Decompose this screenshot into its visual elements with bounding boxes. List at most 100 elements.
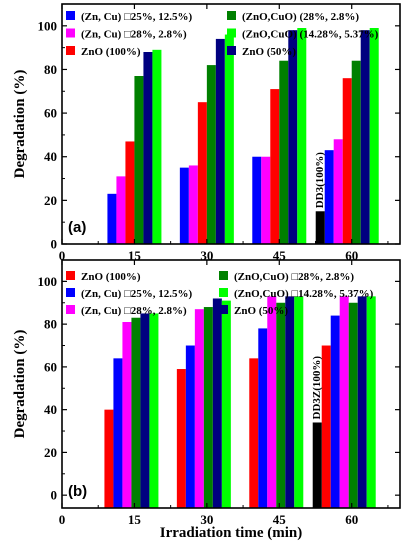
bar: [321, 345, 331, 508]
legend-label: ZnO (100%): [81, 271, 141, 283]
bar: [315, 211, 325, 244]
legend-swatch: [66, 28, 75, 38]
legend-label: ZnO (100%): [81, 46, 141, 58]
bar: [143, 52, 153, 244]
legend-label: (Zn, Cu) □28%, 2.8%): [81, 305, 187, 317]
legend-label: (ZnO,CuO) □14.28%, 5.37%): [234, 288, 374, 300]
bar: [212, 298, 222, 508]
y-tick-label: 80: [44, 317, 57, 332]
bar: [185, 345, 195, 508]
y-axis-label: Degradation (%): [12, 330, 28, 439]
plot-frame: [61, 259, 401, 509]
x-tick-label: 0: [59, 248, 66, 263]
legend-label: (Zn, Cu) □25%, 12.5%): [81, 11, 192, 23]
plot-frame: [61, 3, 401, 245]
bar: [324, 150, 334, 244]
legend-swatch: [227, 11, 236, 20]
y-tick-label: 80: [44, 62, 57, 77]
bar: [179, 167, 189, 244]
y-tick-label: 60: [44, 106, 57, 121]
bar: [131, 317, 141, 508]
legend-swatch: [227, 28, 236, 38]
bar: [294, 296, 304, 508]
bar: [113, 358, 123, 508]
chart-panel-a: DD3(100%)0 15 30 45 60020406080100Degradatio…: [12, 3, 401, 263]
legend-swatch: [66, 11, 75, 20]
legend-label: (Zn, Cu) □25%, 12.5%): [81, 288, 192, 300]
bar: [215, 38, 225, 245]
y-tick-label: 0: [51, 488, 58, 503]
legend-swatch: [227, 46, 236, 55]
bar: [267, 296, 277, 508]
bar: [197, 102, 207, 244]
chart-panel-b: DD3Z(100%) 0 15 30 45 60 0 20 40 60 80 100 Degradati…: [12, 259, 401, 541]
x-axis-label: Irradiation time (min): [160, 525, 302, 541]
legend-swatch: [219, 271, 228, 280]
bar: [249, 358, 259, 508]
legend-swatch: [66, 305, 75, 314]
bar: [194, 309, 204, 508]
bar: [312, 422, 322, 508]
bar: [149, 313, 159, 508]
bar: [366, 296, 376, 508]
bar: [188, 165, 198, 244]
bar: [285, 296, 295, 508]
bar: [297, 28, 307, 244]
bar: [333, 139, 343, 244]
y-tick-label: 100: [38, 18, 58, 33]
bar-annotation: DD3(100%): [314, 152, 326, 209]
legend-swatch: [66, 288, 75, 297]
y-axis-label: Degradation (%): [12, 70, 28, 179]
bar: [203, 307, 213, 508]
bar: [258, 328, 268, 508]
y-tick-label: 20: [44, 445, 57, 460]
bar: [270, 89, 280, 244]
panel-label: (a): [68, 219, 86, 236]
bar: [288, 30, 298, 244]
bar: [279, 60, 289, 245]
legend-swatch: [219, 305, 228, 314]
bar: [357, 296, 367, 508]
y-tick-label: 20: [44, 193, 57, 208]
bar: [252, 156, 262, 244]
bar: [276, 302, 286, 508]
legend-label: (ZnO,CuO) □28%, 2.8%): [234, 271, 354, 283]
legend-swatch: [219, 288, 228, 297]
bar: [224, 34, 234, 244]
bar: [330, 315, 340, 508]
bar: [140, 313, 150, 508]
x-tick-label: 60: [345, 512, 358, 527]
legend-label: (Zn, Cu) □28%, 2.8%): [81, 29, 187, 41]
bar: [339, 296, 349, 508]
bar: [369, 28, 379, 244]
panel-label: (b): [68, 483, 87, 500]
y-tick-label: 40: [44, 402, 57, 417]
bar: [206, 65, 216, 244]
y-tick-label: 60: [44, 359, 57, 374]
y-tick-label: 0: [51, 237, 58, 252]
x-tick-label: 0: [59, 512, 66, 527]
bar: [342, 78, 352, 244]
x-tick-label: 15: [128, 512, 142, 527]
legend-label: (ZnO,CuO) (14.28%, 5.37%): [242, 29, 379, 41]
bar: [221, 300, 231, 508]
bar: [351, 60, 361, 245]
bar: [176, 369, 186, 508]
y-tick-label: 40: [44, 149, 57, 164]
legend-label: ZnO (50%): [242, 46, 296, 58]
bar: [122, 322, 132, 508]
legend-label: (ZnO,CuO) (28%, 2.8%): [242, 11, 359, 23]
bar: [152, 49, 162, 245]
legend-swatch: [66, 271, 75, 280]
bar-annotation: DD3Z(100%): [311, 356, 323, 420]
bar: [261, 156, 271, 244]
bar: [125, 141, 135, 244]
x-tick-label: 45: [273, 512, 287, 527]
bar: [360, 30, 370, 244]
legend-swatch: [66, 46, 75, 55]
y-tick-label: 100: [38, 274, 58, 289]
bar: [116, 176, 126, 244]
bar: [134, 76, 144, 244]
legend-label: ZnO (50%): [234, 305, 288, 317]
